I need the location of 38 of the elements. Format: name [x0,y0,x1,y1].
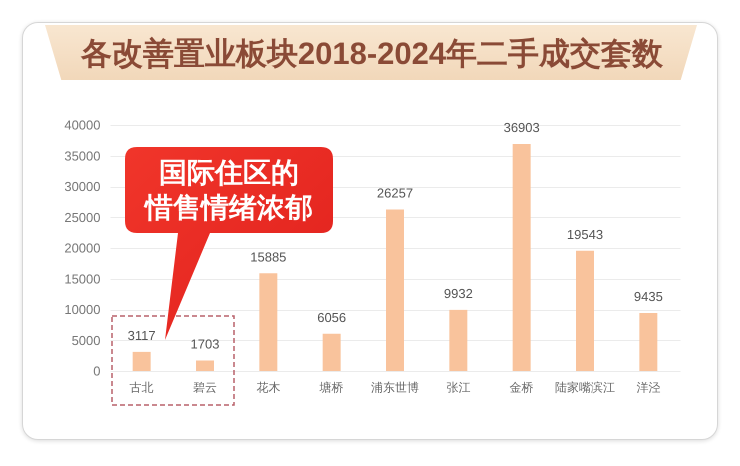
bar [639,312,658,371]
x-tick-label: 塘桥 [318,380,344,394]
data-label: 9932 [444,286,473,301]
x-tick-label: 浦东世博 [371,380,419,394]
data-label: 9435 [634,288,663,304]
data-label: 36903 [504,120,540,136]
y-tick-label: 15000 [64,271,100,286]
x-tick-label: 张江 [446,380,470,394]
data-label: 19543 [566,226,604,242]
x-tick-label: 陆家嘴滨江 [555,380,615,394]
y-tick-label: 35000 [64,148,100,164]
bar [449,310,468,371]
y-tick-label: 30000 [64,179,100,194]
y-tick-label: 5000 [72,332,100,348]
x-tick-label: 洋泾 [636,380,660,394]
x-tick-label: 碧云 [193,380,217,394]
x-tick-label: 古北 [130,380,154,394]
y-tick-label: 40000 [64,118,100,132]
data-label: 6056 [317,310,346,325]
y-tick-label: 10000 [64,302,100,317]
data-label: 3117 [128,328,156,343]
data-label: 15885 [250,249,286,264]
bar [512,144,531,371]
bar [386,210,404,371]
x-tick-label: 花木 [256,380,280,394]
y-tick-label: 25000 [64,210,100,225]
chart-title: 各改善置业板块2018-2024年二手成交套数 [80,36,664,71]
data-label: 26257 [376,186,414,201]
bar [259,273,278,371]
bar [132,352,151,371]
bar [576,250,594,371]
y-tick-label: 0 [93,364,100,378]
data-label: 1703 [190,336,220,352]
annotation: 国际住区的惜售情绪浓郁 [142,156,314,225]
x-tick-label: 金桥 [510,380,534,394]
bar [322,334,341,371]
bar [196,360,214,371]
y-tick-label: 20000 [64,240,100,256]
